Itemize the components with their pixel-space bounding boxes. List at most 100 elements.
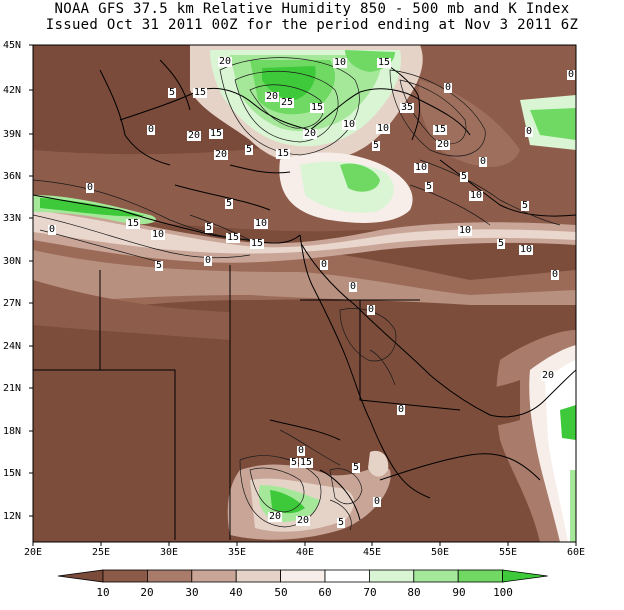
k-index-contour-label: 0 (397, 404, 406, 415)
k-index-contour-label: 20 (436, 139, 451, 150)
colorbar-label: 80 (407, 586, 421, 599)
colorbar-swatch (324, 569, 370, 583)
k-index-contour-label: 20 (218, 56, 233, 67)
lon-label: 60E (566, 547, 586, 558)
lat-label: 18N (3, 426, 22, 437)
k-index-contour-label: 5 (205, 222, 214, 233)
k-index-contour-label: 0 (147, 124, 156, 135)
k-index-contour-label: 20 (265, 91, 280, 102)
lat-label: 12N (3, 511, 22, 522)
colorbar-label: 90 (452, 586, 466, 599)
colorbar-swatch (191, 569, 237, 583)
lat-label: 45N (3, 40, 22, 51)
k-index-contour-label: 0 (320, 259, 329, 270)
k-index-contour-label: 10 (519, 244, 534, 255)
k-index-contour-label: 10 (458, 225, 473, 236)
colorbar-swatch (102, 569, 148, 583)
lon-label: 30E (159, 547, 179, 558)
k-index-contour-label: 0 (297, 445, 306, 456)
k-index-contour-label: 15 (276, 148, 291, 159)
map-subtitle: Issued Oct 31 2011 00Z for the period en… (45, 17, 579, 33)
k-index-contour-label: 5 (425, 181, 434, 192)
k-index-contour-label: 10 (342, 119, 357, 130)
k-index-contour-label: 35 (400, 102, 415, 113)
lat-label: 33N (3, 213, 22, 224)
k-index-contour-label: 0 (525, 126, 534, 137)
colorbar-label: 30 (185, 586, 199, 599)
k-index-contour-label: 0 (551, 269, 560, 280)
k-index-contour-label: 20 (187, 130, 202, 141)
k-index-contour-label: 5 (290, 457, 299, 468)
lat-label: 30N (3, 256, 22, 267)
k-index-contour-label: 5 (352, 462, 361, 473)
k-index-contour-label: 15 (433, 124, 448, 135)
k-index-contour-label: 20 (303, 128, 318, 139)
k-index-contour-label: 0 (373, 496, 382, 507)
colorbar-swatch (368, 569, 415, 583)
k-index-contour-label: 10 (254, 218, 269, 229)
k-index-contour-label: 20 (214, 149, 229, 160)
k-index-contour-label: 25 (280, 97, 295, 108)
colorbar-label: 20 (140, 586, 154, 599)
k-index-contours (33, 57, 561, 531)
map-title: NOAA GFS 37.5 km Relative Humidity 850 -… (54, 1, 570, 17)
lat-label: 27N (3, 298, 22, 309)
lat-label: 42N (3, 85, 22, 96)
k-index-contour-label: 10 (414, 162, 429, 173)
colorbar-swatch (235, 569, 281, 583)
k-index-contour-label: 5 (372, 140, 381, 151)
k-index-contour-label: 5 (521, 200, 530, 211)
colorbar-swatch (280, 569, 326, 583)
k-index-contour-label: 5 (168, 87, 177, 98)
colorbar-label: 60 (318, 586, 332, 599)
k-index-contour-label: 15 (226, 232, 241, 243)
colorbar-label: 50 (274, 586, 288, 599)
k-index-contour-label: 20 (268, 511, 283, 522)
lon-label: 45E (362, 547, 382, 558)
k-index-contour-label: 0 (479, 156, 488, 167)
lon-label: 40E (295, 547, 315, 558)
k-index-contour-label: 5 (497, 238, 506, 249)
colorbar-arrow-low (57, 569, 104, 583)
lon-label: 50E (430, 547, 450, 558)
lon-label: 55E (498, 547, 518, 558)
k-index-contour-label: 5 (225, 198, 234, 209)
axis-ticks (29, 44, 577, 546)
lat-label: 24N (3, 341, 22, 352)
colorbar-arrow-high (502, 569, 548, 583)
lat-label: 15N (3, 468, 22, 479)
lon-label: 25E (91, 547, 111, 558)
lat-label: 21N (3, 383, 22, 394)
colorbar-swatch (146, 569, 193, 583)
k-index-contour-label: 5 (245, 144, 254, 155)
k-index-contour-label: 15 (126, 218, 141, 229)
colorbar-swatch (457, 569, 504, 583)
k-index-contour-label: 0 (349, 281, 358, 292)
lat-label: 36N (3, 171, 22, 182)
k-index-contour-label: 5 (460, 171, 469, 182)
k-index-contour-label: 0 (86, 182, 95, 193)
k-index-contour-label: 0 (48, 224, 57, 235)
k-index-contour-label: 20 (541, 370, 556, 381)
colorbar-swatch (413, 569, 459, 583)
k-index-contour-label: 5 (155, 260, 164, 271)
k-index-contour-label: 10 (151, 229, 166, 240)
k-index-contour-label: 15 (299, 457, 314, 468)
k-index-contour-label: 5 (337, 517, 346, 528)
k-index-contour-label: 0 (367, 304, 376, 315)
colorbar-label: 40 (229, 586, 243, 599)
colorbar-label: 100 (493, 586, 513, 599)
k-index-contour-label: 0 (567, 69, 576, 80)
lon-label: 20E (23, 547, 43, 558)
colorbar-label: 70 (363, 586, 377, 599)
k-index-contour-label: 10 (469, 190, 484, 201)
k-index-contour-label: 15 (377, 57, 392, 68)
k-index-contour-label: 15 (193, 87, 208, 98)
k-index-contour-label: 20 (296, 515, 311, 526)
colorbar-label: 10 (96, 586, 110, 599)
k-index-contour-label: 15 (209, 128, 224, 139)
k-index-contour-label: 15 (310, 102, 325, 113)
k-index-contour-label: 0 (444, 82, 453, 93)
k-index-contour-label: 10 (376, 123, 391, 134)
